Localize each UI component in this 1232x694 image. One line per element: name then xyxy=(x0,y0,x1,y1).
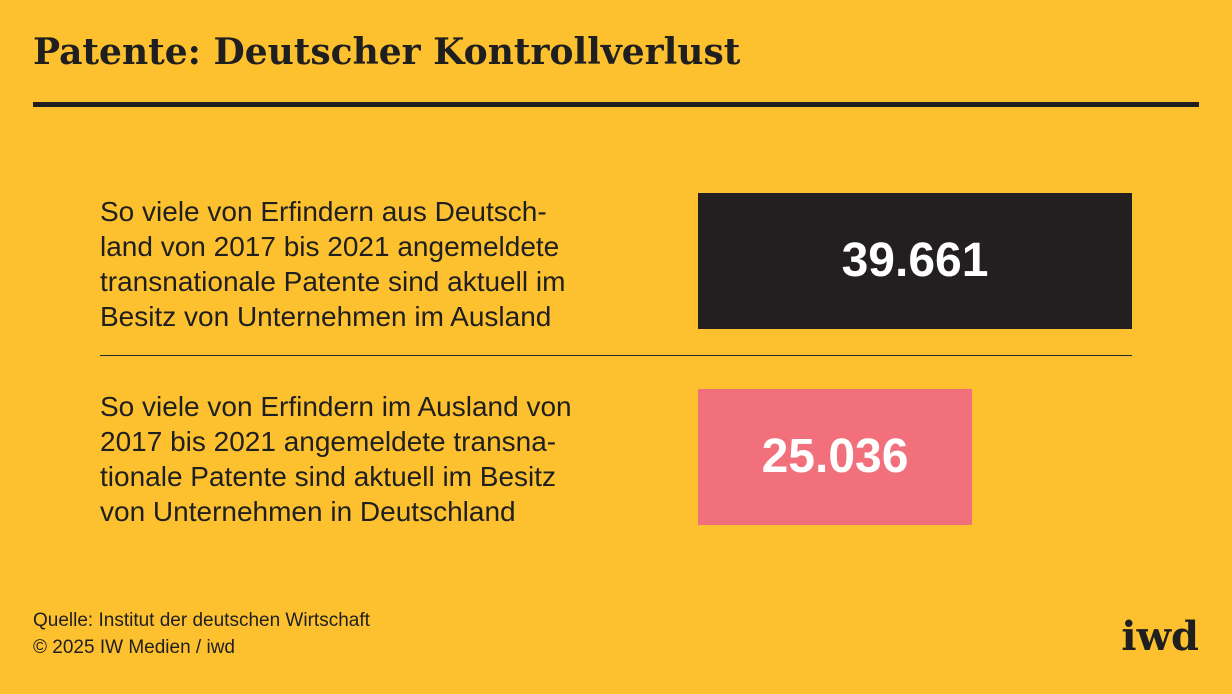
bar-1 xyxy=(698,193,1132,329)
category-label-2-line-4: von Unternehmen in Deutschland xyxy=(100,496,516,527)
category-label-2: So viele von Erfindern im Ausland von 20… xyxy=(100,389,660,529)
title-rule xyxy=(33,102,1199,107)
category-label-1-line-3: transnationale Patente sind aktuell im xyxy=(100,266,566,297)
category-label-1-line-1: So viele von Erfindern aus Deutsch- xyxy=(100,196,547,227)
source-text: Quelle: Institut der deutschen Wirtschaf… xyxy=(33,610,370,631)
bar-1-value-label: 39.661 xyxy=(841,234,989,287)
bar-2-value-label: 25.036 xyxy=(761,430,909,483)
iwd-logo: iwd xyxy=(1121,613,1199,660)
category-label-2-line-2: 2017 bis 2021 angemeldete transna- xyxy=(100,426,557,457)
category-label-2-line-3: tionale Patente sind aktuell im Besitz xyxy=(100,461,557,492)
category-label-2-line-1: So viele von Erfindern im Ausland von xyxy=(100,391,572,422)
chart-title: Patente: Deutscher Kontrollverlust xyxy=(33,31,741,73)
category-label-1: So viele von Erfindern aus Deutsch- land… xyxy=(100,194,660,334)
category-label-1-line-2: land von 2017 bis 2021 angemeldete xyxy=(100,231,560,262)
bar-2 xyxy=(698,389,972,525)
row-divider xyxy=(100,355,1132,356)
category-label-1-line-4: Besitz von Unternehmen im Ausland xyxy=(100,301,552,332)
source-note: Quelle: Institut der deutschen Wirtschaf… xyxy=(33,607,370,661)
copyright-text: © 2025 IW Medien / iwd xyxy=(33,637,235,658)
